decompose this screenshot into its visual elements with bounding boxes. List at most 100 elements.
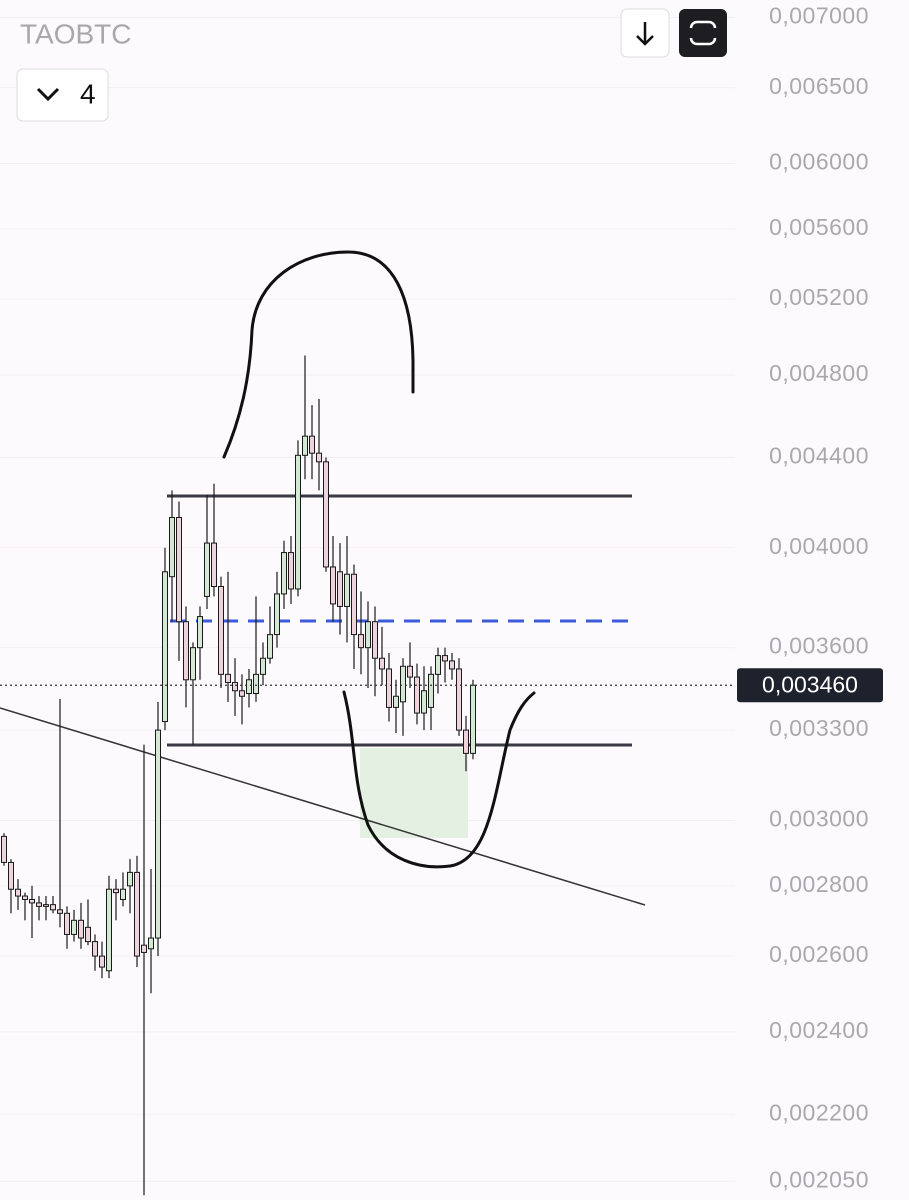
y-tick-label: 0,004400 [769, 443, 869, 469]
candle-body [407, 665, 413, 678]
candle-body [463, 729, 469, 754]
y-tick-label: 0,005600 [769, 214, 869, 240]
candle-body [414, 676, 420, 714]
candles [1, 355, 476, 1196]
candle-body [43, 904, 49, 907]
candle-body [57, 909, 63, 914]
candle-body [295, 454, 301, 590]
trend-line [0, 707, 646, 906]
candle-body [36, 902, 42, 907]
candle-body [29, 898, 35, 904]
candle-body [372, 621, 378, 659]
candle-body [50, 904, 56, 911]
candle-body [246, 679, 252, 695]
candle-body [239, 690, 245, 697]
y-tick-label: 0,007000 [769, 3, 869, 29]
y-tick-label: 0,002200 [769, 1099, 869, 1125]
candle-body [253, 673, 259, 695]
candle-body [106, 888, 112, 972]
y-tick-label: 0,002400 [769, 1017, 869, 1043]
y-tick-label: 0,003600 [769, 633, 869, 659]
candle-body [169, 516, 175, 578]
candle-body [85, 926, 91, 943]
candle-body [127, 871, 133, 887]
y-tick-label: 0,006500 [769, 73, 869, 99]
hand-drawn-arc [222, 250, 415, 459]
candle-body [64, 912, 70, 935]
y-tick-label: 0,002600 [769, 941, 869, 967]
candle-body [456, 668, 462, 731]
candle-body [435, 655, 441, 675]
download-button[interactable] [620, 8, 670, 58]
candle-body [337, 571, 343, 607]
candle-body [428, 673, 434, 708]
candle-body [197, 616, 203, 649]
y-tick-label: 0,003300 [769, 715, 869, 741]
candle-body [344, 573, 350, 607]
last-price-box [737, 668, 883, 703]
candle-body [288, 552, 294, 590]
fullscreen-button[interactable] [679, 9, 727, 57]
candle-body [148, 937, 154, 950]
candle-body [232, 682, 238, 692]
candle-body [120, 888, 126, 900]
candle-body [365, 621, 371, 649]
candle-body [71, 919, 77, 935]
y-tick-label: 0,006000 [769, 149, 869, 175]
candle-body [1, 835, 7, 863]
candle-body [358, 634, 364, 649]
y-tick-label: 0,005200 [769, 284, 869, 310]
y-tick-label: 0,003000 [769, 806, 869, 832]
candle-body [176, 516, 182, 623]
candle-body [15, 888, 21, 897]
y-tick-label: 0,004800 [769, 360, 869, 386]
chevron-icon [36, 87, 60, 102]
candle-body [393, 695, 399, 708]
candle-body [400, 665, 406, 703]
candle-body [134, 871, 140, 957]
last-price-label: 0,003460 [762, 671, 858, 697]
candle-body [99, 955, 105, 968]
interval-button[interactable]: 4 [16, 68, 109, 122]
candle-body [155, 729, 161, 939]
zone-box [360, 748, 468, 838]
candle-body [8, 861, 14, 890]
y-tick-label: 0,004000 [769, 533, 869, 559]
candle-body [330, 566, 336, 605]
candle-body [190, 647, 196, 681]
candle-body [78, 919, 84, 939]
candle-body [442, 655, 448, 662]
candle-body [302, 435, 308, 456]
fullscreen-icon-gap [688, 28, 718, 38]
candle-body [225, 673, 231, 684]
candle-body [316, 452, 322, 463]
candle-body [386, 668, 392, 708]
symbol-title: TAOBTC [20, 18, 131, 49]
candle-body [323, 461, 329, 568]
candle-body [351, 573, 357, 636]
candle-body [274, 593, 280, 636]
candle-body [449, 660, 455, 670]
candle-body [281, 552, 287, 595]
candle-body [141, 944, 147, 953]
candle-body [211, 542, 217, 587]
candle-body [183, 621, 189, 681]
candle-body [309, 435, 315, 454]
candle-body [218, 585, 224, 675]
hand-drawn-cup [342, 690, 536, 869]
candle-body [470, 684, 476, 754]
y-tick-label: 0,002800 [769, 871, 869, 897]
candle-body [92, 941, 98, 957]
candle-body [113, 888, 119, 894]
interval-button-box[interactable] [16, 68, 109, 122]
candle-body [260, 657, 266, 675]
candle-body [379, 657, 385, 670]
y-tick-label: 0,002050 [769, 1166, 869, 1192]
candle-body [22, 895, 28, 900]
candle-body [267, 634, 273, 659]
candle-body [204, 542, 210, 597]
arrow-icon [636, 22, 654, 46]
candle-body [162, 571, 168, 723]
